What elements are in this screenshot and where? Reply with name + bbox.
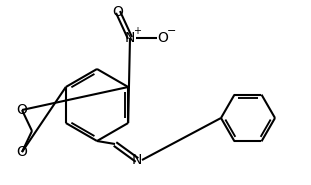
- Text: O: O: [158, 31, 169, 45]
- Text: N: N: [125, 31, 135, 45]
- Text: −: −: [167, 26, 177, 36]
- Text: O: O: [16, 103, 27, 117]
- Text: +: +: [133, 26, 141, 36]
- Text: N: N: [132, 153, 142, 167]
- Text: O: O: [113, 5, 123, 19]
- Text: O: O: [16, 145, 27, 159]
